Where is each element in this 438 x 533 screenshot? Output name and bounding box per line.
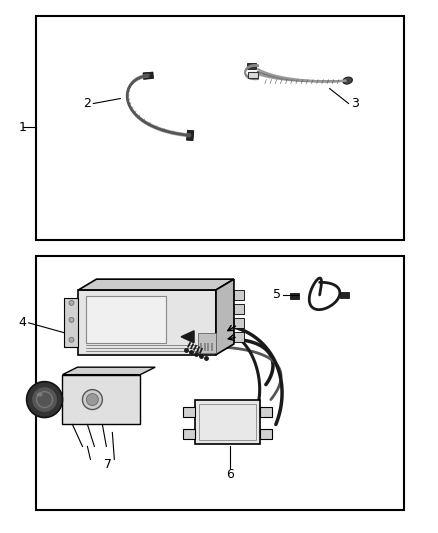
Circle shape — [86, 393, 99, 406]
Bar — [234, 304, 244, 314]
Bar — [248, 71, 258, 78]
Bar — [260, 430, 272, 439]
Polygon shape — [181, 331, 194, 343]
Bar — [207, 343, 209, 351]
Bar — [234, 290, 244, 300]
Text: 3: 3 — [351, 97, 359, 110]
Polygon shape — [216, 279, 234, 355]
Ellipse shape — [37, 393, 42, 397]
Circle shape — [69, 337, 74, 342]
Text: 7: 7 — [104, 458, 113, 471]
Circle shape — [69, 317, 74, 322]
Bar — [234, 318, 244, 328]
Bar — [183, 407, 195, 416]
Bar — [234, 332, 244, 342]
Circle shape — [27, 382, 63, 417]
Bar — [35, 16, 404, 240]
Text: 6: 6 — [226, 468, 234, 481]
Bar — [198, 333, 216, 353]
Circle shape — [82, 390, 102, 409]
Bar — [64, 298, 78, 347]
Bar — [35, 256, 404, 510]
Bar — [183, 430, 195, 439]
Circle shape — [69, 301, 74, 305]
Bar — [211, 343, 213, 351]
Bar — [199, 403, 256, 440]
Polygon shape — [78, 279, 234, 290]
Circle shape — [32, 386, 57, 413]
Bar — [78, 290, 216, 355]
Bar — [204, 343, 206, 351]
Ellipse shape — [343, 77, 353, 84]
Bar — [86, 296, 166, 343]
Bar — [63, 375, 140, 424]
Bar — [247, 63, 256, 69]
Text: 2: 2 — [84, 97, 92, 110]
Bar — [187, 130, 194, 141]
Bar — [195, 400, 260, 445]
Text: 4: 4 — [19, 316, 27, 329]
Text: 5: 5 — [273, 288, 281, 301]
Bar — [143, 72, 153, 79]
Bar — [340, 292, 349, 298]
Bar — [260, 407, 272, 416]
Text: 1: 1 — [19, 121, 27, 134]
Bar — [290, 293, 299, 299]
Bar — [200, 343, 202, 351]
Polygon shape — [63, 367, 155, 375]
